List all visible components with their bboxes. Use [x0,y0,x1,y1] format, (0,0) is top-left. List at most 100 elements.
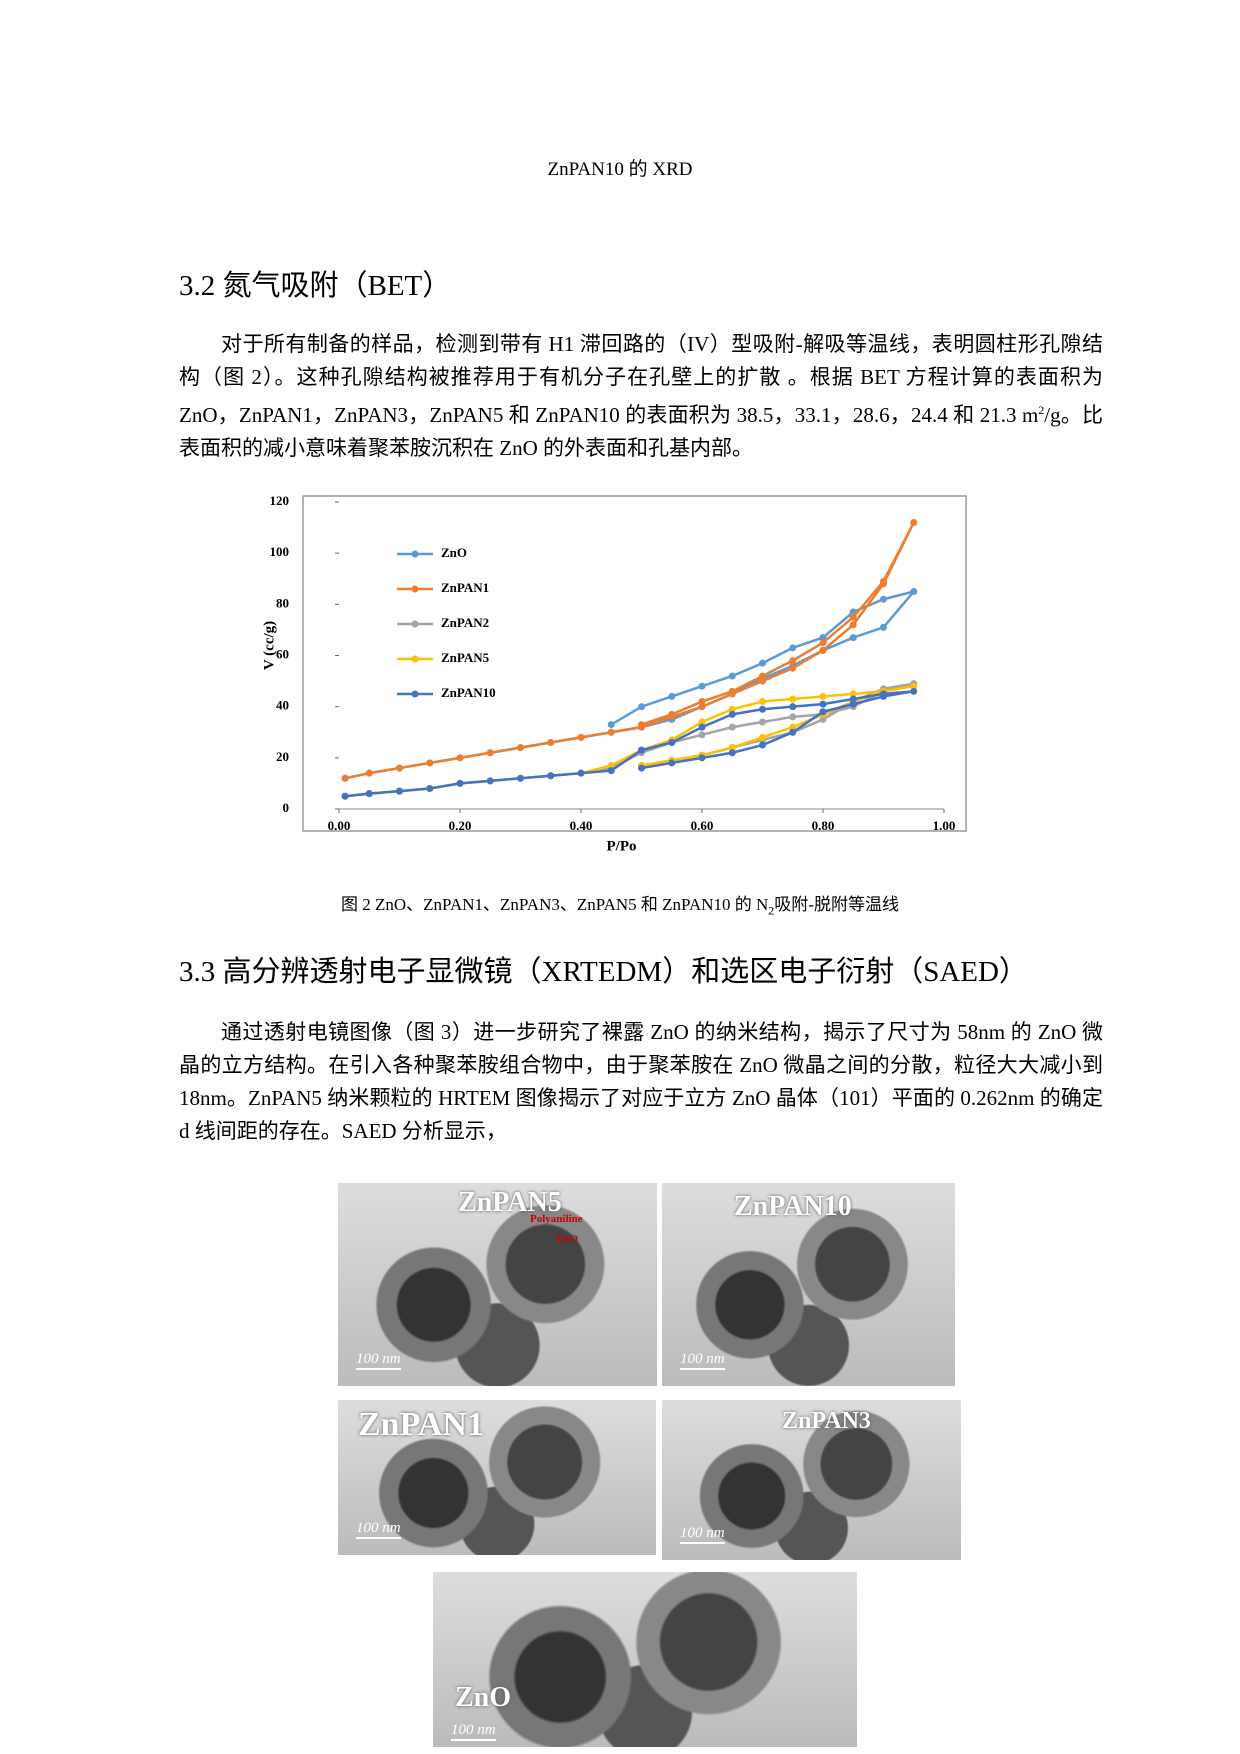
text: 图 2 ZnO、ZnPAN1、ZnPAN3、ZnPAN5 和 ZnPAN10 的… [341,895,769,914]
data-point [759,677,766,685]
image-label: ZnPAN10 [734,1191,852,1222]
data-point [759,705,766,713]
data-point [547,738,555,746]
x-tick-label: 0.00 [328,818,351,833]
data-point [759,672,766,680]
data-point [728,723,736,731]
data-point [789,644,797,652]
data-point [577,733,585,741]
legend-label: ZnPAN1 [441,580,489,595]
data-point [668,692,676,700]
tem-image: ZnO 100 nm [433,1572,857,1747]
scale-bar: 100 nm [680,1351,725,1370]
plot-frame [302,495,967,832]
data-point [486,749,494,757]
data-point [426,785,434,793]
annotation: ZnO [556,1233,579,1245]
data-point [607,728,615,736]
data-point [456,754,464,762]
superscript: 2 [1038,403,1045,417]
series-line [344,521,915,780]
data-point [638,764,645,772]
legend-marker [411,690,419,698]
text: 对于所有制备的样品，检测到带有 H1 滞回路的（IV）型吸附-解吸等温线，表明圆… [179,332,1103,427]
heading: 3.3 高分辨透射电子显微镜（XRTEDM）和选区电子衍射（SAED） [179,956,1028,988]
legend-marker [411,585,419,593]
data-point [849,700,857,708]
data-point [789,703,797,711]
series-line [344,682,915,798]
subscript: 2 [768,903,775,918]
legend-marker [411,620,419,628]
x-tick-label: 0.80 [812,818,835,833]
data-point [819,639,827,647]
image-label: ZnPAN1 [358,1406,484,1443]
series-line [344,690,914,798]
data-point [819,700,827,708]
x-tick-label: 0.20 [449,818,472,833]
data-point [849,695,857,703]
data-point [456,779,464,787]
figure-caption: 图 2 ZnO、ZnPAN1、ZnPAN3、ZnPAN5 和 ZnPAN10 的… [0,890,1240,918]
data-point [789,695,797,703]
scale-bar: 100 nm [356,1351,401,1370]
data-point [698,698,706,706]
data-point [698,703,706,711]
legend-marker [411,550,419,558]
data-point [819,692,827,700]
data-point [880,692,887,700]
data-point [728,687,736,695]
data-point [819,634,827,642]
data-point [486,777,494,785]
data-point [759,698,766,706]
data-point [759,659,766,667]
data-point [819,708,827,716]
tem-image: ZnPAN10 100 nm [662,1183,955,1386]
image-label: ZnPAN5 [458,1187,562,1218]
data-point [517,744,524,752]
data-point [607,721,615,729]
data-point [547,772,555,780]
paragraph: 对于所有制备的样品，检测到带有 H1 滞回路的（IV）型吸附-解吸等温线，表明圆… [179,328,1103,465]
legend-label: ZnO [441,545,467,560]
data-point [698,718,706,726]
data-point [849,613,857,621]
tem-image: ZnPAN1 100 nm [338,1400,656,1555]
data-point [789,713,797,721]
data-point [396,787,403,795]
data-point [668,710,676,718]
data-point [910,687,918,695]
y-tick-label: 40 [276,698,289,713]
text: /g。比表面积的减小意味着聚苯胺沉积在 ZnO 的外表面和孔基内部。 [179,403,1104,460]
x-tick-label: 0.60 [691,818,714,833]
image-label: ZnPAN3 [782,1408,871,1434]
y-tick-label: 100 [270,544,290,559]
data-point [728,749,736,757]
data-point [880,577,887,585]
data-point [849,621,857,629]
legend-label: ZnPAN2 [441,615,489,630]
tem-image: ZnPAN5 Polyaniline ZnO 100 nm [338,1183,657,1386]
data-point [638,703,645,711]
data-point [759,718,766,726]
x-tick-label: 0.40 [570,818,593,833]
data-point [728,710,736,718]
data-point [517,774,524,782]
scale-bar: 100 nm [356,1520,401,1539]
data-point [365,790,373,798]
scale-bar: 100 nm [451,1722,496,1741]
data-point [365,769,373,777]
data-point [607,767,615,775]
x-axis-label: P/Po [607,838,637,854]
legend-label: ZnPAN10 [441,685,496,700]
data-point [880,595,887,603]
legend-marker [411,655,419,663]
y-tick-label: 60 [276,646,289,661]
data-point [577,769,585,777]
y-tick-label: 120 [270,493,290,508]
data-point [759,741,766,749]
data-point [638,721,645,729]
data-point [789,728,797,736]
y-tick-label: 80 [276,595,289,610]
